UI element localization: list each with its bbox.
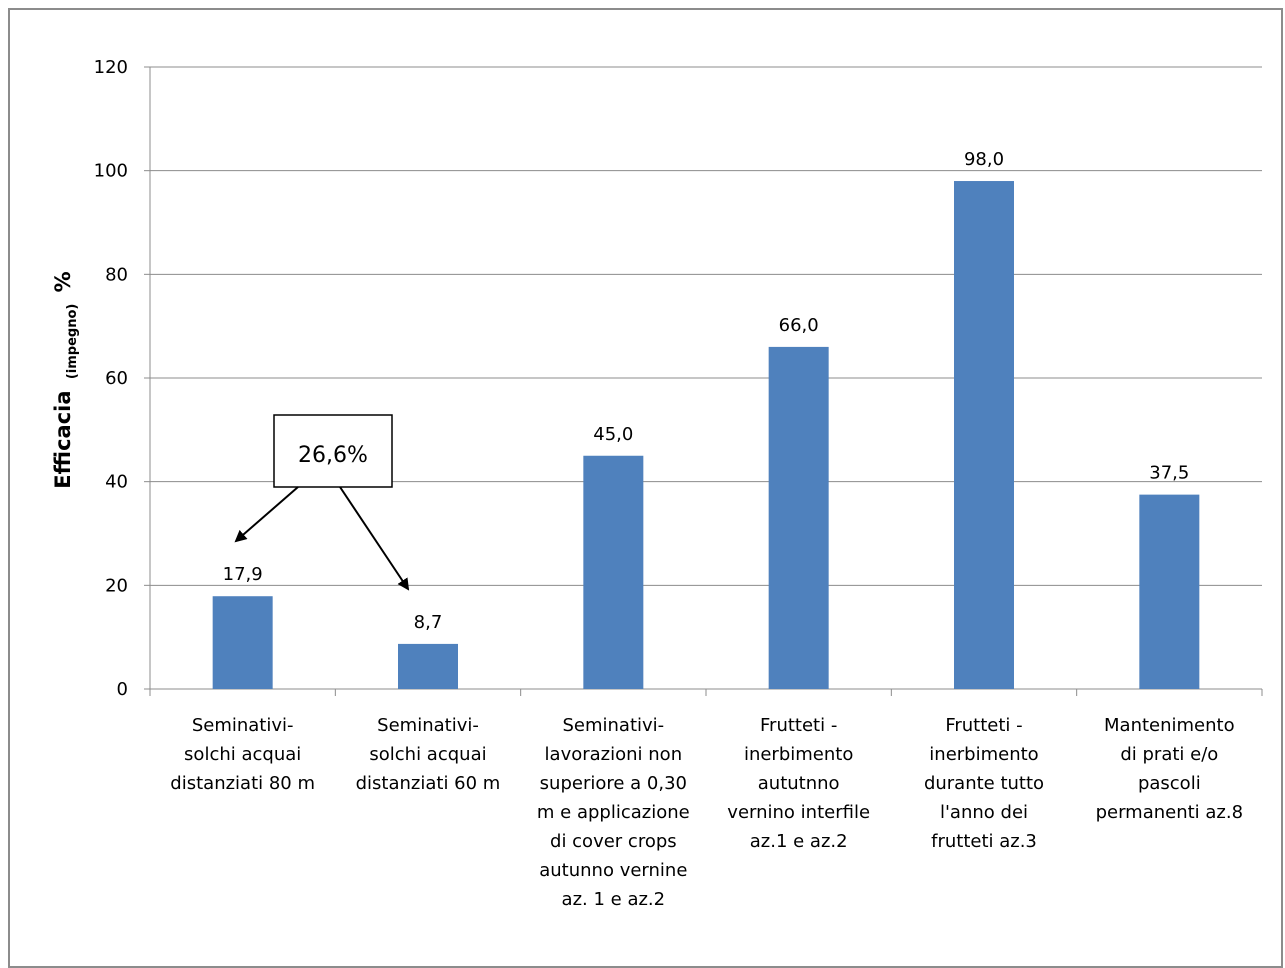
category-label-line: durante tutto [924, 773, 1044, 794]
category-label-line: Seminativi- [562, 715, 664, 736]
data-label: 66,0 [779, 315, 819, 336]
category-label-line: permanenti az.8 [1096, 802, 1243, 823]
category-label-line: az. 1 e az.2 [562, 889, 666, 910]
category-label-line: di prati e/o [1120, 744, 1218, 765]
category-label-line: Frutteti - [945, 715, 1022, 736]
y-tick-label: 20 [105, 575, 128, 596]
y-tick-label: 60 [105, 368, 128, 389]
bar [398, 643, 458, 689]
category-label-line: frutteti az.3 [931, 831, 1037, 852]
bar [1139, 494, 1200, 689]
category-label: Seminativi-lavorazioni non superiore a 0,… [537, 715, 690, 910]
annotation-arrow-left [234, 486, 299, 543]
category-label-line: Frutteti - [760, 715, 837, 736]
category-label: Seminativi-solchi acquai distanziati 60 m [356, 715, 501, 794]
category-label: Seminativi-solchi acquai distanziati 80 m [170, 715, 315, 794]
category-label-line: l'anno dei [940, 802, 1028, 823]
data-label: 98,0 [964, 149, 1004, 170]
y-axis-title: Efficacia (impegno) % [51, 271, 81, 488]
data-label: 17,9 [223, 564, 263, 585]
category-label-line: solchi acquai [369, 744, 486, 765]
category-label-line: distanziati 80 m [170, 773, 315, 794]
annotation-text: 26,6% [298, 443, 368, 468]
category-label: Frutteti - inerbimento durante tutto l'anno… [924, 715, 1044, 852]
category-label-line: superiore a 0,30 [540, 773, 687, 794]
category-label-line: aututnno [758, 773, 840, 794]
gridlines [150, 66, 1262, 586]
category-label: Mantenimento di prati e/o pascoli permanent… [1096, 715, 1243, 823]
category-label-line: az.1 e az.2 [750, 831, 848, 852]
category-label-line: inerbimento [929, 744, 1038, 765]
y-axis-title-main: Efficacia [51, 390, 75, 488]
category-label-line: di cover crops [550, 831, 677, 852]
y-axis-title-unit: % [51, 271, 75, 292]
bar [768, 346, 829, 689]
y-tick-label: 120 [94, 57, 128, 78]
bars [212, 181, 1200, 690]
category-label-line: autunno vernine [539, 860, 687, 881]
annotation-arrow-right [339, 486, 410, 591]
data-label: 8,7 [414, 612, 443, 633]
data-labels: 17,9 8,7 45,0 66,0 98,0 37,5 [223, 149, 1190, 633]
annotation-box [273, 414, 393, 488]
data-label: 37,5 [1149, 463, 1189, 484]
category-label-line: pascoli [1138, 773, 1201, 794]
y-tick-label: 100 [94, 161, 128, 182]
category-labels: Seminativi-solchi acquai distanziati 80 m… [170, 715, 1243, 910]
category-label-line: solchi acquai [184, 744, 301, 765]
data-label: 45,0 [593, 424, 633, 445]
category-label-line: lavorazioni non [545, 744, 683, 765]
category-label: Frutteti - inerbimento aututnno vernino int… [727, 715, 870, 852]
bar [954, 181, 1014, 690]
category-label-line: distanziati 60 m [356, 773, 501, 794]
category-label-line: inerbimento [744, 744, 853, 765]
category-label-line: Seminativi- [377, 715, 479, 736]
category-label-line: Seminativi- [192, 715, 294, 736]
y-tick-label: 40 [105, 472, 128, 493]
bar [212, 596, 273, 689]
y-tick-label: 80 [105, 264, 128, 285]
y-tick-label: 0 [117, 679, 128, 700]
y-axis-title-sub: (impegno) [65, 304, 80, 380]
bar [583, 455, 644, 689]
annotation: 26,6% [234, 414, 410, 591]
category-label-line: vernino interfile [727, 802, 870, 823]
category-label-line: Mantenimento [1104, 715, 1235, 736]
category-label-line: m e applicazione [537, 802, 690, 823]
axes: 0 20 40 60 80 100 120 [94, 57, 1263, 700]
